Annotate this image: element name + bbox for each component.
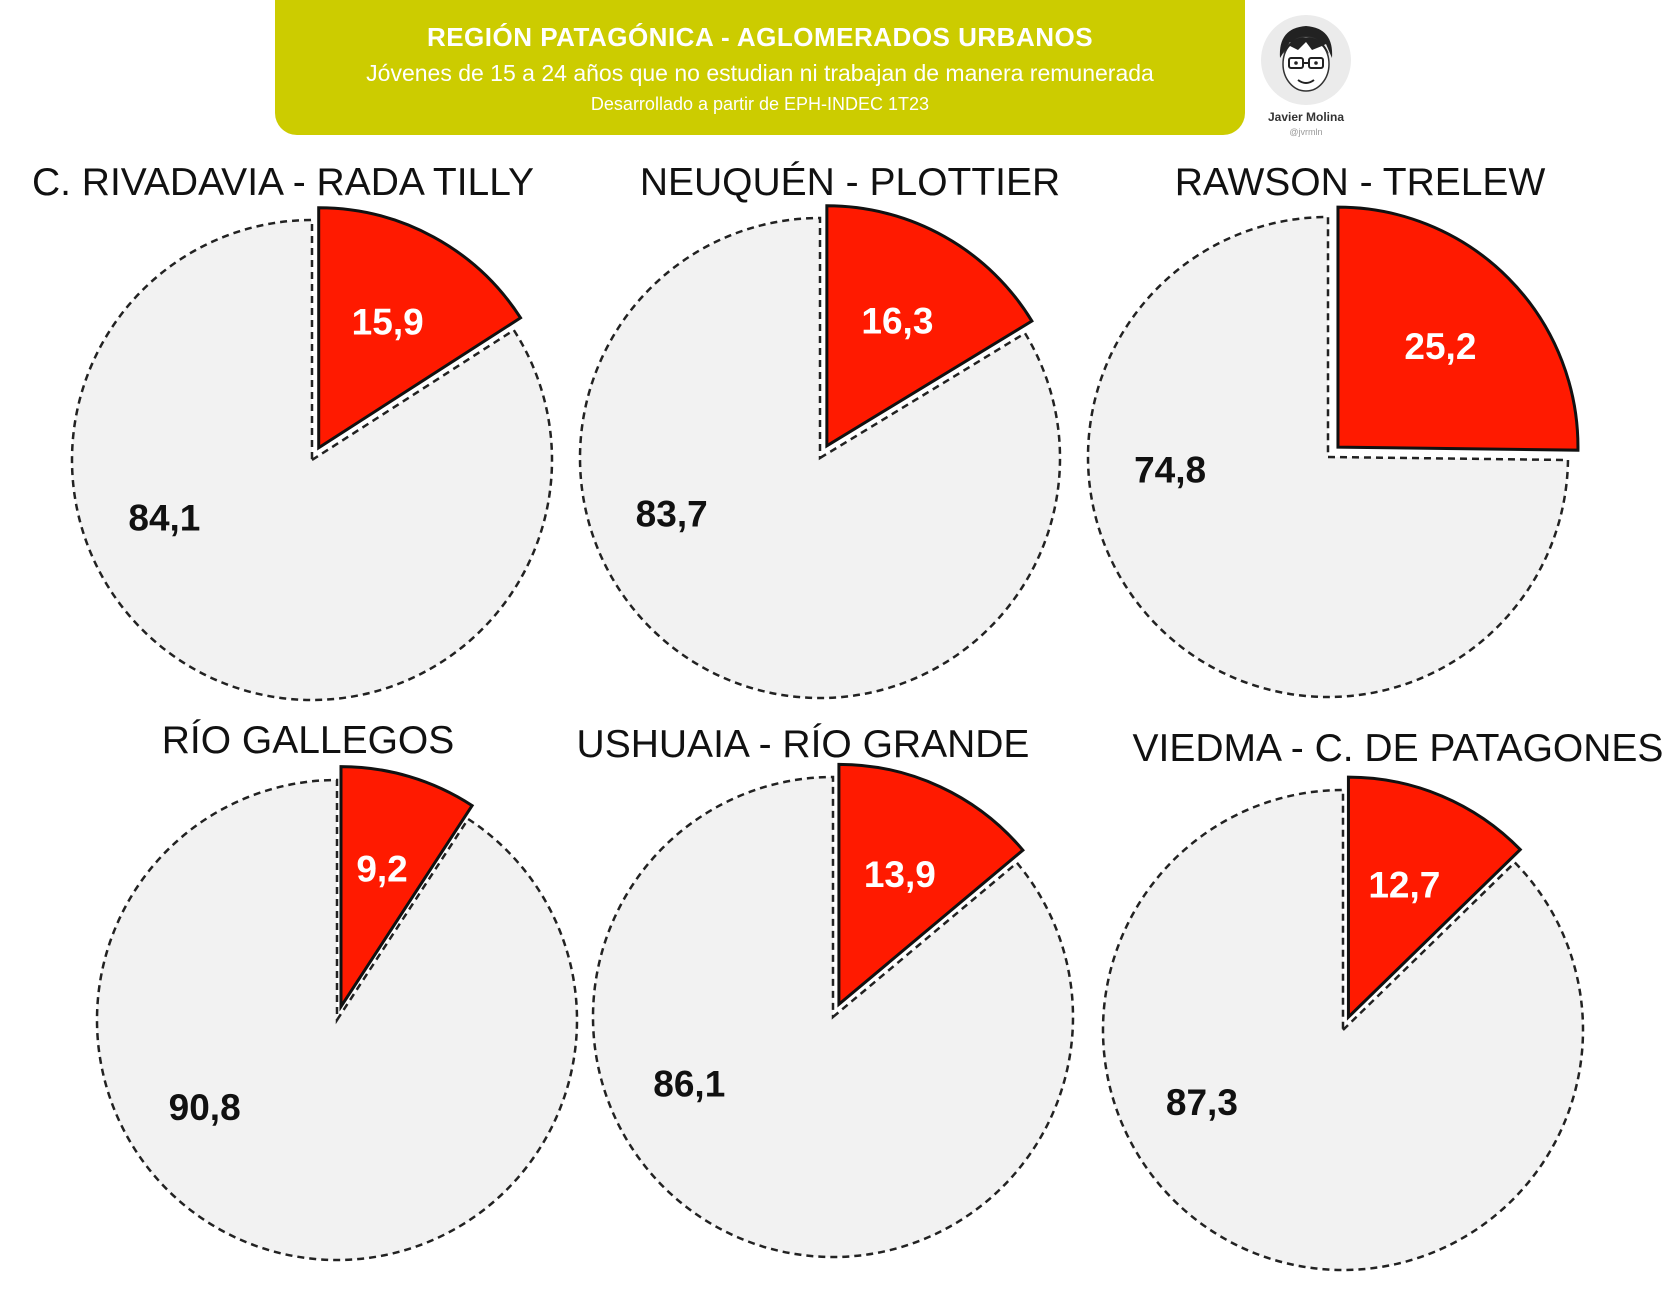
- pie-label-highlight: 9,2: [356, 849, 407, 890]
- pie-title: NEUQUÉN - PLOTTIER: [640, 161, 1060, 204]
- pie-slice-highlight: [317, 206, 523, 451]
- pie-slice-highlight: [825, 204, 1034, 449]
- pie-title: C. RIVADAVIA - RADA TILLY: [32, 161, 534, 204]
- pie-label-highlight: 12,7: [1368, 864, 1440, 905]
- pie-title: USHUAIA - RÍO GRANDE: [577, 723, 1030, 766]
- pie-slice-highlight: [1336, 205, 1580, 452]
- header-banner: REGIÓN PATAGÓNICA - AGLOMERADOS URBANOS …: [275, 0, 1245, 135]
- pie-slice-rest: [95, 778, 579, 1262]
- pie-label-rest: 90,8: [169, 1087, 241, 1128]
- pie-slice-rest: [1101, 788, 1585, 1272]
- pie-label-rest: 84,1: [128, 497, 200, 538]
- pie-title: VIEDMA - C. DE PATAGONES: [1133, 727, 1663, 770]
- author-name: Javier Molina: [1267, 110, 1345, 124]
- pie-label-highlight: 16,3: [861, 300, 933, 341]
- author-handle: @jvrmln: [1289, 127, 1323, 137]
- pie-label-rest: 74,8: [1134, 450, 1206, 491]
- pie-slice-rest: [578, 216, 1062, 700]
- pie-slice-rest: [70, 218, 554, 702]
- pie-chart: NEUQUÉN - PLOTTIER 16,3 83,7: [578, 161, 1062, 700]
- pie-chart: RAWSON - TRELEW 25,2 74,8: [1086, 161, 1580, 699]
- author-badge: Javier Molina @jvrmln: [1256, 14, 1356, 144]
- pie-label-rest: 86,1: [653, 1064, 725, 1105]
- header-source: Desarrollado a partir de EPH-INDEC 1T23: [590, 94, 930, 114]
- pie-title: RAWSON - TRELEW: [1175, 161, 1546, 204]
- pie-slice-rest: [591, 775, 1075, 1259]
- pie-label-rest: 87,3: [1166, 1082, 1238, 1123]
- header-subtitle: Jóvenes de 15 a 24 años que no estudian …: [366, 60, 1154, 86]
- pie-slice-highlight: [1346, 775, 1523, 1021]
- pie-label-highlight: 15,9: [352, 301, 424, 342]
- header-title: REGIÓN PATAGÓNICA - AGLOMERADOS URBANOS: [426, 22, 1094, 52]
- pie-chart: VIEDMA - C. DE PATAGONES 12,7 87,3: [1101, 727, 1663, 1272]
- pie-slice-rest: [1086, 215, 1570, 699]
- pie-slice-highlight: [837, 762, 1025, 1008]
- pie-slice-highlight: [339, 765, 475, 1012]
- pie-chart: C. RIVADAVIA - RADA TILLY 15,9 84,1: [32, 161, 554, 702]
- pie-label-highlight: 25,2: [1404, 326, 1476, 367]
- pie-label-highlight: 13,9: [864, 854, 936, 895]
- avatar-cartoon-icon: [1261, 15, 1351, 105]
- pie-chart: RÍO GALLEGOS 9,2 90,8: [95, 719, 579, 1262]
- pie-title: RÍO GALLEGOS: [162, 719, 455, 762]
- pie-chart: USHUAIA - RÍO GRANDE 13,9 86,1: [577, 723, 1075, 1259]
- pie-label-rest: 83,7: [636, 494, 708, 535]
